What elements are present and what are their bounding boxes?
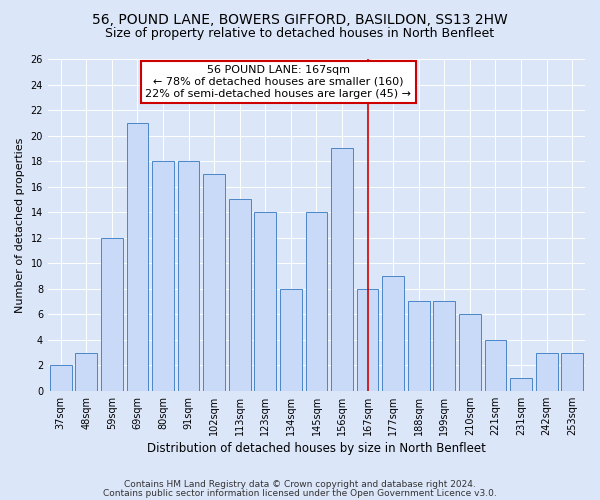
Bar (408, 302, 430, 391)
Bar (76, 352, 97, 391)
Bar (50, 366, 71, 391)
Bar (536, 352, 557, 391)
Text: Contains public sector information licensed under the Open Government Licence v3: Contains public sector information licen… (103, 488, 497, 498)
Bar (433, 302, 455, 391)
Bar (152, 161, 174, 391)
Text: 56 POUND LANE: 167sqm
← 78% of detached houses are smaller (160)
22% of semi-det: 56 POUND LANE: 167sqm ← 78% of detached … (145, 66, 411, 98)
Bar (331, 148, 353, 391)
Bar (203, 174, 225, 391)
Y-axis label: Number of detached properties: Number of detached properties (15, 137, 25, 312)
Bar (485, 340, 506, 391)
Text: 56, POUND LANE, BOWERS GIFFORD, BASILDON, SS13 2HW: 56, POUND LANE, BOWERS GIFFORD, BASILDON… (92, 12, 508, 26)
Bar (127, 123, 148, 391)
Bar (254, 212, 276, 391)
Bar (229, 200, 251, 391)
Bar (510, 378, 532, 391)
X-axis label: Distribution of detached houses by size in North Benfleet: Distribution of detached houses by size … (147, 442, 486, 455)
Text: Size of property relative to detached houses in North Benfleet: Size of property relative to detached ho… (106, 28, 494, 40)
Bar (562, 352, 583, 391)
Bar (280, 288, 302, 391)
Bar (101, 238, 123, 391)
Bar (459, 314, 481, 391)
Bar (178, 161, 199, 391)
Bar (305, 212, 328, 391)
Bar (357, 288, 379, 391)
Text: Contains HM Land Registry data © Crown copyright and database right 2024.: Contains HM Land Registry data © Crown c… (124, 480, 476, 489)
Bar (382, 276, 404, 391)
